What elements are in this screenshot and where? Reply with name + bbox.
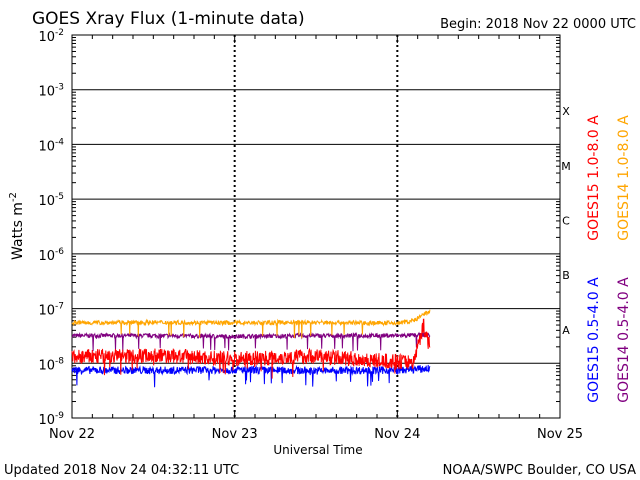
y-tick-label: 10-9 [38,411,64,428]
svg-text:Watts m-2: Watts m-2 [8,192,26,260]
legend-entry: GOES14 1.0-8.0 A [616,115,632,241]
y-tick-exponent: -3 [55,83,64,93]
y-tick-base: 10 [38,249,55,264]
footer-credit: NOAA/SWPC Boulder, CO USA [443,463,636,478]
y-tick-label: 10-7 [38,302,64,319]
series-line-1 [71,309,431,339]
series-line-0 [71,318,431,379]
y-tick-exponent: -4 [55,137,64,147]
y-tick-label: 10-3 [38,83,64,100]
legend-entry: GOES14 0.5-4.0 A [616,277,632,403]
y-tick-base: 10 [38,85,55,100]
y-tick-exponent: -6 [55,247,64,257]
flare-class-label: X [562,105,570,118]
y-tick-exponent: -8 [55,356,64,366]
chart-title: GOES Xray Flux (1-minute data) [32,9,305,29]
y-tick-label: 10-6 [38,247,64,264]
y-tick-exponent: -9 [55,411,64,421]
y-axis-label: Watts m [10,202,26,260]
x-tick-label: Nov 25 [537,427,583,442]
legend: GOES15 1.0-8.0 A GOES14 1.0-8.0 A GOES15 0… [586,115,632,403]
flare-class-label: A [562,324,570,337]
legend-entry: GOES15 1.0-8.0 A [586,115,602,241]
data-series [71,309,431,388]
y-tick-label: 10-2 [38,28,64,45]
series-line-3 [71,331,431,352]
y-tick-exponent: -7 [55,302,64,312]
y-tick-base: 10 [38,304,55,319]
y-tick-label: 10-8 [38,356,64,373]
footer-updated: Updated 2018 Nov 24 04:32:11 UTC [4,463,239,478]
y-tick-base: 10 [38,30,55,45]
y-tick-base: 10 [38,139,55,154]
y-tick-base: 10 [38,194,55,209]
x-axis-label: Universal Time [273,443,362,457]
series-line-2 [71,364,431,388]
y-tick-label: 10-5 [38,192,64,209]
plot-frame [71,34,561,419]
y-axis-title: Watts m-2 [8,192,26,260]
legend-entry: GOES15 0.5-4.0 A [586,277,602,403]
y-tick-base: 10 [38,413,55,428]
flare-class-labels: X M C B A [561,105,571,337]
y-tick-labels: 10-210-310-410-510-610-710-810-9 [38,28,64,428]
flare-class-label: C [562,215,570,228]
x-tick-label: Nov 24 [374,427,420,442]
y-axis-label-exponent: -2 [8,192,19,202]
y-tick-exponent: -2 [55,28,64,38]
y-tick-exponent: -5 [55,192,64,202]
begin-label: Begin: 2018 Nov 22 0000 UTC [440,17,636,32]
x-tick-label: Nov 22 [49,427,95,442]
flare-class-label: B [562,269,570,282]
y-tick-label: 10-4 [38,137,64,154]
flare-class-label: M [561,160,571,173]
gridlines [71,34,561,419]
x-tick-label: Nov 23 [212,427,258,442]
y-tick-base: 10 [38,358,55,373]
x-tick-labels: Nov 22 Nov 23 Nov 24 Nov 25 [49,427,583,442]
